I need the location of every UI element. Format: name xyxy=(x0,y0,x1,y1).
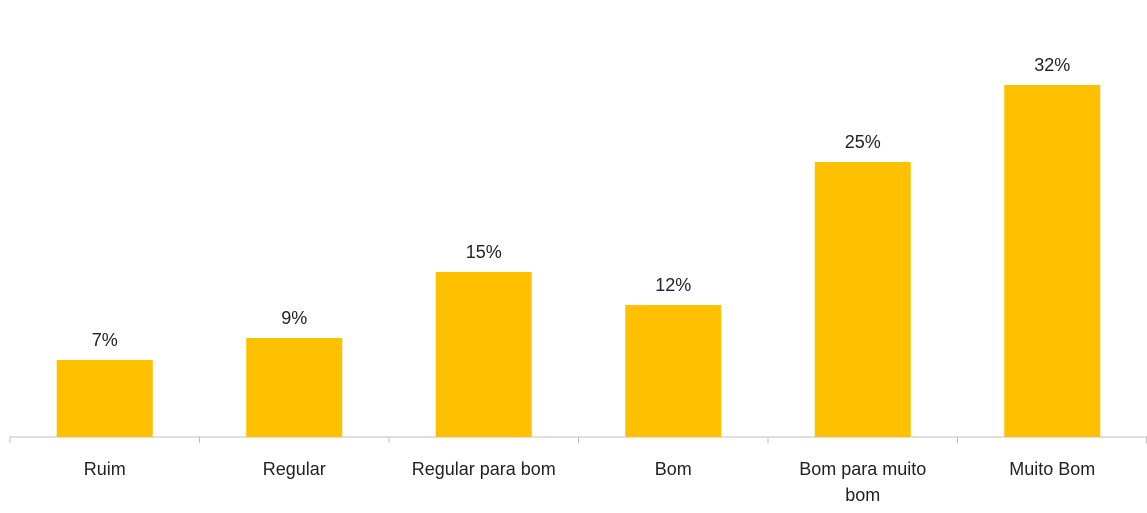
bar xyxy=(56,360,153,437)
data-label: 9% xyxy=(281,308,307,328)
data-label: 7% xyxy=(92,330,118,350)
x-tick-label: Bom para muito bom xyxy=(799,459,927,505)
bar xyxy=(814,162,911,437)
bar xyxy=(625,305,722,437)
x-tick-label: Regular xyxy=(262,459,326,479)
bar xyxy=(1004,85,1101,437)
x-tick-label: Ruim xyxy=(83,459,126,479)
bar xyxy=(246,338,343,437)
data-label: 12% xyxy=(655,275,691,295)
bar xyxy=(435,272,532,437)
data-label: 15% xyxy=(466,242,502,262)
x-tick-label: Muito Bom xyxy=(1009,459,1096,479)
x-tick-label: Bom xyxy=(654,459,692,479)
x-tick-label: Regular para bom xyxy=(411,459,556,479)
data-label: 32% xyxy=(1034,55,1070,75)
data-label: 25% xyxy=(845,132,881,152)
